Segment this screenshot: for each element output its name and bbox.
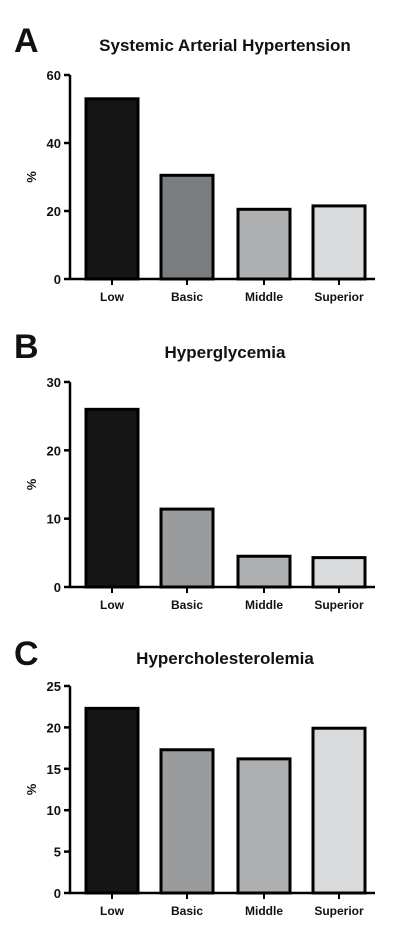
- x-tick-label: Basic: [171, 904, 203, 918]
- x-tick-label: Middle: [245, 598, 283, 612]
- x-tick-label: Superior: [314, 904, 364, 918]
- bar-low: [84, 706, 140, 895]
- chart-title: Systemic Arterial Hypertension: [99, 36, 351, 55]
- y-tick-label: 10: [47, 512, 61, 527]
- y-tick-label: 20: [47, 720, 61, 735]
- y-tick-label: 0: [54, 580, 61, 595]
- x-tick-label: Superior: [314, 290, 364, 304]
- x-tick-label: Low: [100, 904, 125, 918]
- y-tick-label: 20: [47, 204, 61, 219]
- bar-low: [84, 407, 140, 589]
- bar-low: [84, 97, 140, 281]
- y-tick-label: 25: [47, 679, 61, 694]
- y-tick-label: 10: [47, 803, 61, 818]
- x-tick-label: Middle: [245, 904, 283, 918]
- x-tick-label: Low: [100, 598, 125, 612]
- bar-middle: [236, 207, 292, 281]
- y-axis-label: %: [24, 171, 39, 183]
- bar-middle: [236, 554, 292, 589]
- bar-superior: [311, 556, 367, 589]
- y-axis-label: %: [24, 478, 39, 490]
- x-tick-label: Basic: [171, 598, 203, 612]
- panel-letter: B: [14, 328, 39, 366]
- bar-basic: [159, 507, 215, 589]
- y-axis-label: %: [24, 783, 39, 795]
- x-tick-label: Middle: [245, 290, 283, 304]
- chart-title: Hyperglycemia: [165, 343, 286, 362]
- y-tick-label: 5: [54, 845, 61, 860]
- x-tick-label: Low: [100, 290, 125, 304]
- y-tick-label: 30: [47, 375, 61, 390]
- chart-title: Hypercholesterolemia: [136, 649, 314, 668]
- y-tick-label: 15: [47, 762, 61, 777]
- panel-letter: C: [14, 635, 39, 673]
- bar-basic: [159, 748, 215, 895]
- bar-middle: [236, 757, 292, 895]
- y-tick-label: 0: [54, 886, 61, 901]
- panel-letter: A: [14, 22, 39, 60]
- y-tick-label: 40: [47, 136, 61, 151]
- bar-superior: [311, 204, 367, 281]
- y-tick-label: 0: [54, 272, 61, 287]
- y-tick-label: 60: [47, 68, 61, 83]
- bar-basic: [159, 173, 215, 281]
- x-tick-label: Basic: [171, 290, 203, 304]
- y-tick-label: 20: [47, 443, 61, 458]
- x-tick-label: Superior: [314, 598, 364, 612]
- bar-superior: [311, 726, 367, 895]
